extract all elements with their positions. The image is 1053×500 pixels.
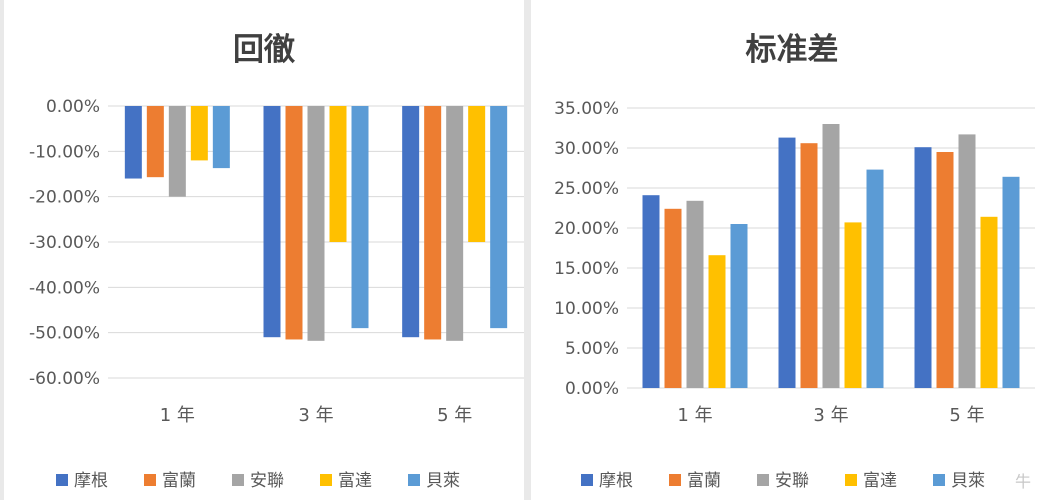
bar (424, 106, 442, 340)
bar (285, 106, 303, 340)
y-tick-label: 0.00% (46, 97, 100, 117)
legend-swatch (232, 474, 244, 486)
bar (146, 106, 164, 178)
drawdown-chart: 回徹 0.00% -10.00% -20.00% -30.00% -40.00% -50.… (29, 32, 524, 491)
watermark-text: 牛 (1015, 472, 1031, 491)
legend-label: 貝萊 (426, 471, 460, 491)
x-category-label: 3 年 (298, 405, 333, 426)
bar (1002, 176, 1020, 388)
legend-label: 摩根 (74, 471, 108, 491)
y-tick-label: 0.00% (565, 379, 619, 399)
bar (124, 106, 142, 179)
bar (402, 106, 420, 338)
bar (980, 216, 998, 388)
drawdown-chart-panel: 回徹 0.00% -10.00% -20.00% -30.00% -40.00% -50.… (4, 0, 524, 500)
y-tick-label: -50.00% (29, 324, 100, 344)
bar (490, 106, 508, 329)
bar (958, 134, 976, 388)
bar (730, 224, 748, 388)
legend-label: 安聯 (250, 471, 284, 491)
y-tick-label: 35.00% (554, 99, 619, 119)
chart-title: 回徹 (233, 32, 296, 68)
bar (844, 222, 862, 388)
x-category-label: 3 年 (813, 405, 848, 426)
bar (708, 255, 726, 388)
legend-label: 摩根 (599, 471, 633, 491)
y-tick-label: 20.00% (554, 219, 619, 239)
legend-swatch (933, 474, 945, 486)
bar (664, 208, 682, 388)
legend-swatch (669, 474, 681, 486)
bar (686, 200, 704, 388)
bar (307, 106, 325, 341)
y-tick-label: 15.00% (554, 259, 619, 279)
bar (212, 106, 230, 169)
bar (642, 195, 660, 388)
x-category-label: 5 年 (437, 405, 472, 426)
bar (329, 106, 347, 242)
y-tick-label: -60.00% (29, 369, 100, 389)
bar (263, 106, 281, 338)
y-tick-label: -40.00% (29, 278, 100, 298)
y-tick-label: 30.00% (554, 139, 619, 159)
bar (914, 147, 932, 388)
legend-swatch (845, 474, 857, 486)
stddev-chart: 标准差 牛 35.00% 30.00% 25.00% 20.00% 15.00% 10.0… (554, 32, 1035, 491)
legend-label: 富蘭 (687, 471, 721, 491)
bar (778, 137, 796, 388)
legend-swatch (757, 474, 769, 486)
y-tick-label: 5.00% (565, 339, 619, 359)
legend-label: 富蘭 (162, 471, 196, 491)
legend-swatch (144, 474, 156, 486)
legend-swatch (581, 474, 593, 486)
legend-label: 貝萊 (951, 471, 985, 491)
legend-swatch (56, 474, 68, 486)
y-tick-label: -20.00% (29, 188, 100, 208)
bar (866, 169, 884, 388)
bar (936, 152, 954, 388)
x-category-label: 5 年 (949, 405, 984, 426)
bar (190, 106, 208, 161)
y-tick-label: -30.00% (29, 233, 100, 253)
x-category-label: 1 年 (677, 405, 712, 426)
bar (822, 124, 840, 388)
y-tick-label: 10.00% (554, 299, 619, 319)
bar (468, 106, 486, 242)
bar (168, 106, 186, 197)
legend-label: 安聯 (775, 471, 809, 491)
bar (446, 106, 464, 341)
legend-label: 富達 (338, 471, 372, 491)
y-tick-label: 25.00% (554, 179, 619, 199)
legend-label: 富達 (863, 471, 897, 491)
chart-title: 标准差 (746, 32, 839, 68)
bar (800, 143, 818, 388)
legend-swatch (320, 474, 332, 486)
legend-swatch (408, 474, 420, 486)
x-category-label: 1 年 (160, 405, 195, 426)
y-tick-label: -10.00% (29, 142, 100, 162)
bar (351, 106, 369, 329)
stddev-chart-panel: 标准差 牛 35.00% 30.00% 25.00% 20.00% 15.00% 10.0… (531, 0, 1053, 500)
